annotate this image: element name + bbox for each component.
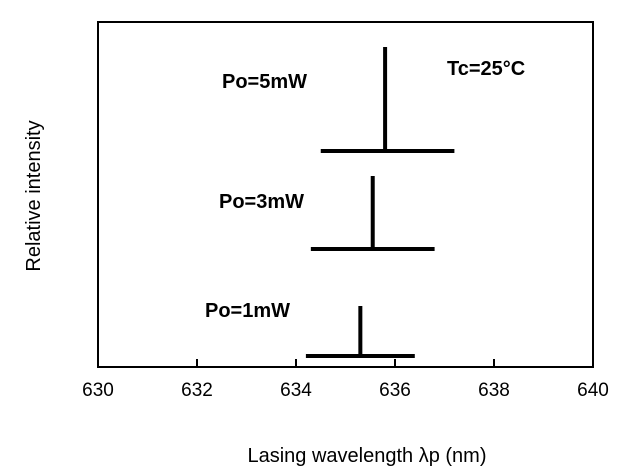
x-tick-label-632: 632 [181, 380, 213, 401]
series-labels: Po=5mW Po=3mW Po=1mW [205, 71, 307, 322]
plot-frame [97, 21, 594, 368]
x-tick-label-636: 636 [379, 380, 411, 401]
condition-label: Tc=25°C [447, 58, 525, 80]
x-tick-label-634: 634 [280, 380, 312, 401]
x-axis-ticks [97, 359, 594, 367]
series-label-2: Po=1mW [205, 300, 290, 322]
x-tick-label-640: 640 [577, 380, 609, 401]
x-axis-title: Lasing wavelength λp (nm) [247, 445, 486, 467]
y-axis-title: Relative intensity [23, 120, 45, 271]
x-tick-label-630: 630 [82, 380, 114, 401]
spectra-lines [305, 47, 455, 358]
x-axis-tick-labels: 630 632 634 636 638 640 [82, 380, 609, 401]
series-label-1: Po=3mW [219, 191, 304, 213]
series-label-0: Po=5mW [222, 71, 307, 93]
x-tick-label-638: 638 [478, 380, 510, 401]
